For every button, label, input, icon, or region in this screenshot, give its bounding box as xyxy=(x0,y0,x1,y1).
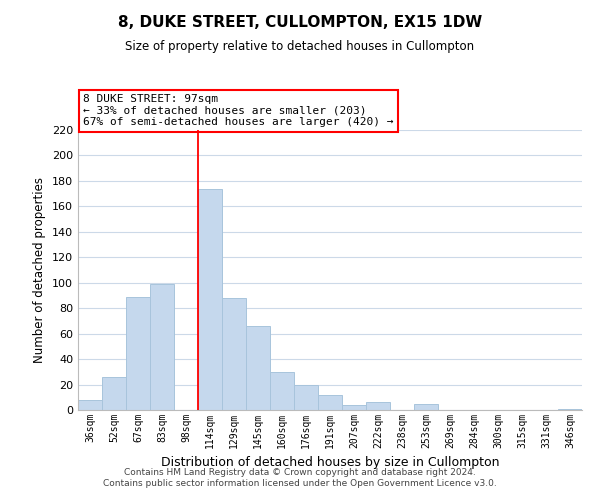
Bar xyxy=(102,377,126,410)
X-axis label: Distribution of detached houses by size in Cullompton: Distribution of detached houses by size … xyxy=(161,456,499,469)
Bar xyxy=(126,296,150,410)
Bar xyxy=(222,298,246,410)
Bar xyxy=(150,284,174,410)
Bar xyxy=(414,404,438,410)
Text: Size of property relative to detached houses in Cullompton: Size of property relative to detached ho… xyxy=(125,40,475,53)
Text: Contains HM Land Registry data © Crown copyright and database right 2024.
Contai: Contains HM Land Registry data © Crown c… xyxy=(103,468,497,487)
Bar xyxy=(198,188,222,410)
Bar xyxy=(342,405,366,410)
Y-axis label: Number of detached properties: Number of detached properties xyxy=(34,177,46,363)
Bar xyxy=(78,400,102,410)
Bar xyxy=(294,384,318,410)
Bar xyxy=(366,402,390,410)
Text: 8 DUKE STREET: 97sqm
← 33% of detached houses are smaller (203)
67% of semi-deta: 8 DUKE STREET: 97sqm ← 33% of detached h… xyxy=(83,94,394,127)
Bar xyxy=(318,394,342,410)
Bar xyxy=(270,372,294,410)
Text: 8, DUKE STREET, CULLOMPTON, EX15 1DW: 8, DUKE STREET, CULLOMPTON, EX15 1DW xyxy=(118,15,482,30)
Bar xyxy=(558,408,582,410)
Bar xyxy=(246,326,270,410)
